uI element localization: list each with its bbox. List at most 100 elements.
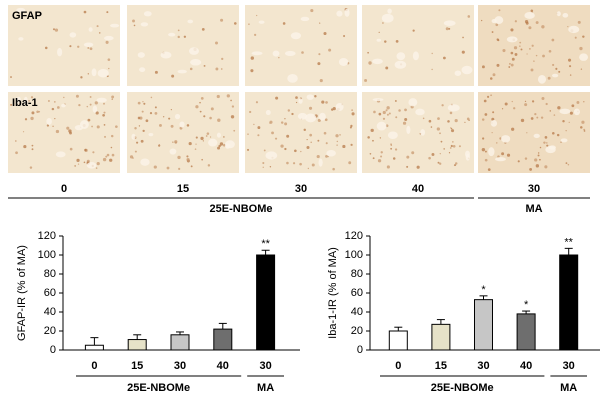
x-tick-label: 30 xyxy=(259,360,271,372)
micrograph xyxy=(245,5,357,86)
stained-cell xyxy=(195,136,198,139)
stained-cell xyxy=(102,113,105,117)
tissue-spot xyxy=(545,145,556,154)
tissue-spot xyxy=(92,105,98,113)
stained-cell xyxy=(336,140,339,143)
stained-cell xyxy=(96,162,100,166)
stained-cell xyxy=(325,101,328,104)
stained-cell xyxy=(263,149,266,152)
stained-cell xyxy=(520,118,525,123)
tissue-spot xyxy=(394,60,407,69)
stained-cell xyxy=(481,118,485,121)
stained-cell xyxy=(172,141,174,143)
stained-cell xyxy=(454,162,458,165)
stained-cell xyxy=(36,110,39,114)
stained-cell xyxy=(484,150,487,153)
stained-cell xyxy=(449,147,452,149)
stained-cell xyxy=(63,96,65,99)
tissue-spot xyxy=(501,135,511,143)
stained-cell xyxy=(373,110,376,114)
stained-cell xyxy=(422,117,425,120)
stained-cell xyxy=(439,152,441,155)
stained-cell xyxy=(462,36,464,39)
stained-cell xyxy=(30,116,34,121)
tissue-spot xyxy=(83,42,94,47)
stained-cell xyxy=(262,166,264,169)
tissue-spot xyxy=(454,70,462,76)
stained-cell xyxy=(307,167,310,170)
tissue-spot xyxy=(265,151,278,160)
stained-cell xyxy=(111,153,115,157)
group-label: 25E-NBOMe xyxy=(210,203,273,215)
stained-cell xyxy=(178,167,181,170)
stained-cell xyxy=(467,15,471,18)
stained-cell xyxy=(348,161,352,165)
stained-cell xyxy=(562,119,565,123)
stained-cell xyxy=(95,167,98,169)
stained-cell xyxy=(166,166,170,170)
stained-cell xyxy=(94,101,98,105)
stained-cell xyxy=(406,155,410,159)
stained-cell xyxy=(367,51,369,54)
tissue-spot xyxy=(537,74,547,84)
bar xyxy=(127,339,147,351)
stained-cell xyxy=(219,142,224,146)
stained-cell xyxy=(447,120,450,123)
stained-cell xyxy=(546,144,549,147)
stained-cell xyxy=(372,157,375,160)
stained-cell xyxy=(215,67,219,71)
stained-cell xyxy=(24,118,28,121)
stained-cell xyxy=(525,21,529,25)
tissue-spot xyxy=(298,98,303,104)
tissue-spot xyxy=(376,38,382,42)
stained-cell xyxy=(217,146,221,150)
stained-cell xyxy=(310,8,314,13)
stained-cell xyxy=(378,31,380,33)
y-tick-label: 60 xyxy=(351,287,363,299)
stained-cell xyxy=(495,23,499,27)
stained-cell xyxy=(223,136,225,138)
stained-cell xyxy=(498,9,501,12)
stained-cell xyxy=(105,155,108,158)
stained-cell xyxy=(406,165,409,168)
stained-cell xyxy=(489,77,493,80)
stained-cell xyxy=(487,95,490,98)
stained-cell xyxy=(490,94,493,97)
stained-cell xyxy=(92,151,95,154)
tissue-spot xyxy=(131,133,136,140)
tissue-spot xyxy=(179,121,185,128)
tissue-spot xyxy=(372,98,384,102)
stained-cell xyxy=(80,76,83,79)
stained-cell xyxy=(480,19,483,22)
tissue-spot xyxy=(61,103,66,108)
tissue-spot xyxy=(560,138,568,143)
column-label: 30 xyxy=(528,183,540,195)
column-label: 15 xyxy=(177,183,189,195)
stained-cell xyxy=(491,31,494,33)
stained-cell xyxy=(511,100,513,103)
stained-cell xyxy=(199,110,202,113)
stained-cell xyxy=(248,23,250,25)
tissue-spot xyxy=(148,133,154,137)
stained-cell xyxy=(318,53,321,56)
x-tick-label: 0 xyxy=(395,360,401,372)
stained-cell xyxy=(108,67,110,70)
stained-cell xyxy=(269,166,272,168)
stained-cell xyxy=(364,78,368,82)
stained-cell xyxy=(445,27,449,31)
bar xyxy=(516,313,536,351)
stained-cell xyxy=(548,49,552,53)
stained-cell xyxy=(519,45,521,47)
stained-cell xyxy=(75,94,79,98)
significance-mark: * xyxy=(481,284,486,296)
y-tick-label: 100 xyxy=(345,249,363,261)
stained-cell xyxy=(580,126,583,129)
tissue-spot xyxy=(573,108,580,116)
stained-cell xyxy=(511,127,515,131)
stained-cell xyxy=(428,119,432,123)
tissue-spot xyxy=(506,36,518,43)
stained-cell xyxy=(69,147,73,151)
stained-cell xyxy=(428,156,431,160)
stained-cell xyxy=(580,68,583,70)
stained-cell xyxy=(69,45,72,48)
